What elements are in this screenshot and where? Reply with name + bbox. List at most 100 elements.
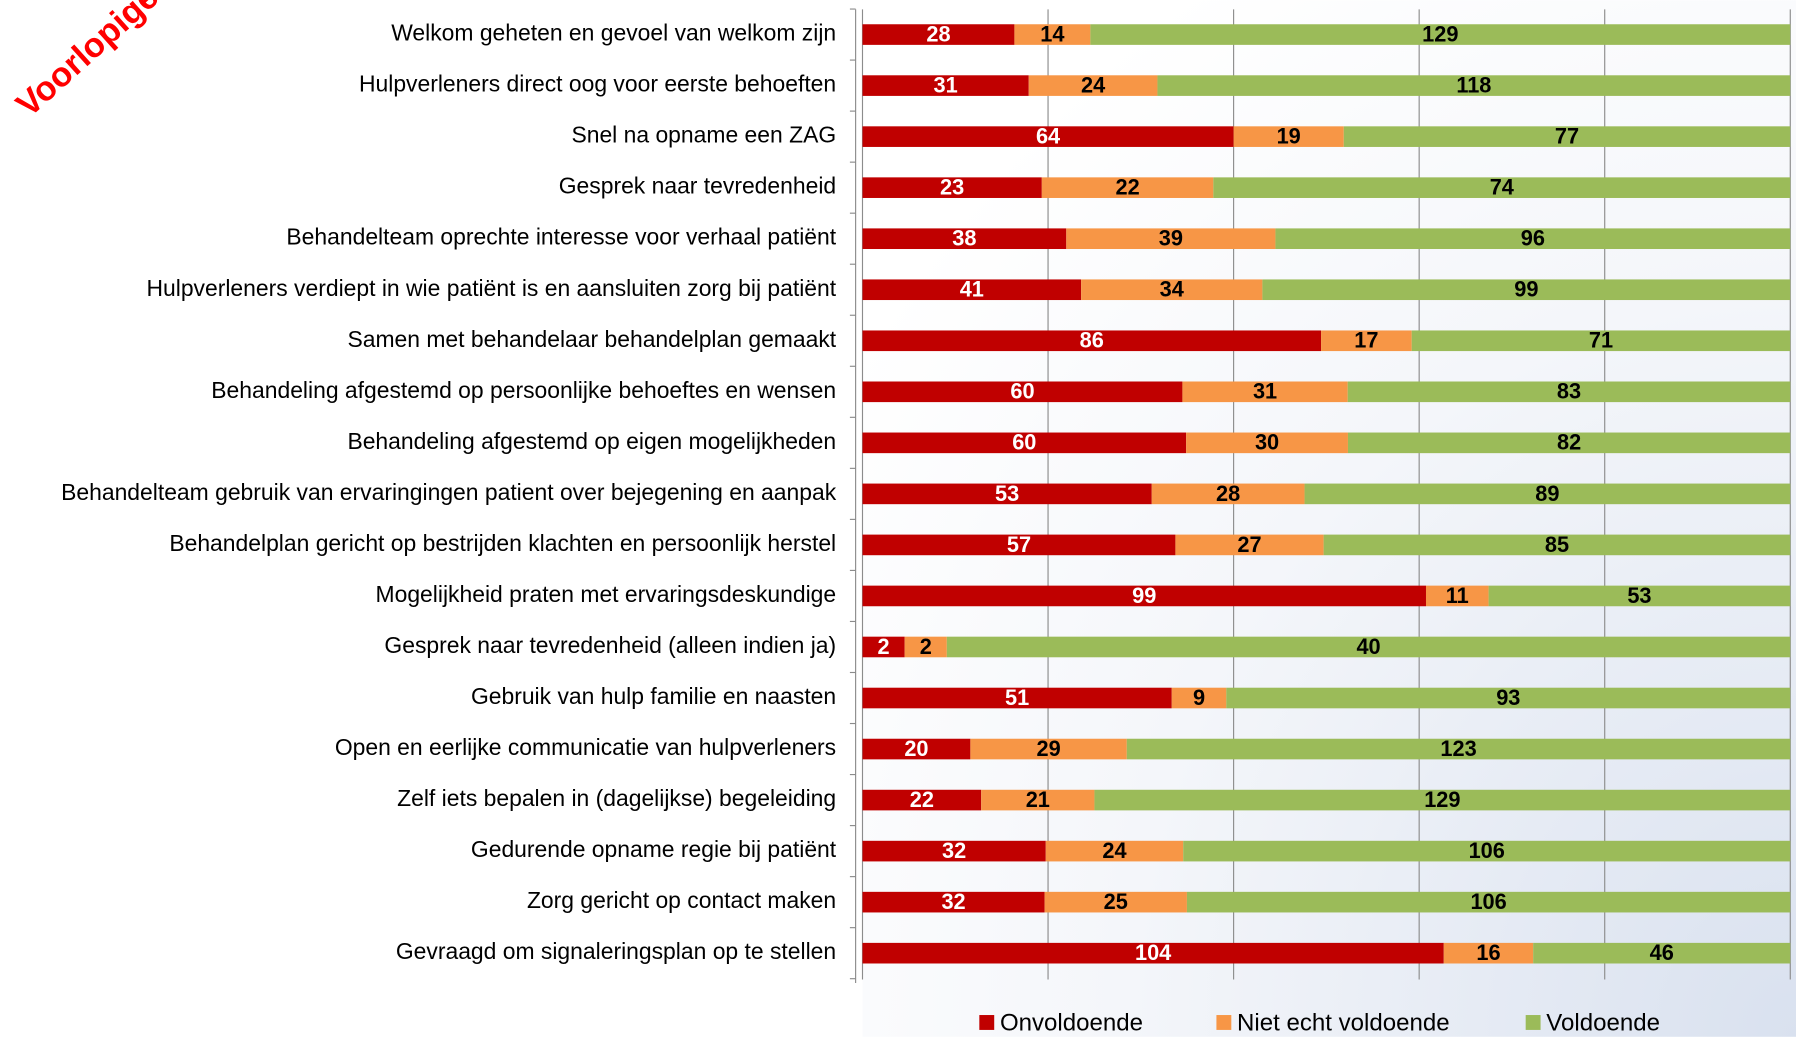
data-label: 9: [1193, 685, 1205, 710]
category-label: Zelf iets bepalen in (dagelijkse) begele…: [397, 785, 836, 811]
bar-segment: [862, 636, 905, 658]
bar-segment: [1213, 177, 1791, 198]
bar-segment: [862, 126, 1234, 147]
bar-segment: [1411, 330, 1791, 352]
watermark: Voorlopige Re: [9, 0, 206, 124]
data-label: 2: [920, 634, 932, 659]
data-label: 64: [1036, 124, 1060, 149]
category-label: Behandeling afgestemd op persoonlijke be…: [211, 377, 836, 403]
bar-segment: [1321, 330, 1412, 352]
bar-segment: [862, 585, 1426, 607]
data-label: 31: [934, 72, 958, 97]
category-label: Hulpverleners verdiept in wie patiënt is…: [146, 275, 836, 301]
data-label: 60: [1012, 430, 1036, 455]
data-label: 24: [1102, 838, 1126, 863]
bar-segment: [862, 534, 1176, 556]
category-label: Open en eerlijke communicatie van hulpve…: [335, 734, 836, 760]
bar-segment: [1226, 687, 1791, 709]
bar-segment: [970, 738, 1127, 760]
data-label: 41: [960, 277, 984, 302]
bar-segment: [1028, 75, 1158, 96]
data-label: 106: [1470, 889, 1506, 914]
data-label: 16: [1476, 940, 1500, 965]
bar-segment: [862, 24, 1015, 45]
data-label: 38: [952, 226, 976, 251]
data-label: 99: [1132, 583, 1156, 608]
data-label: 19: [1277, 124, 1301, 149]
bar-segment: [1262, 279, 1791, 301]
data-label: 96: [1521, 226, 1545, 251]
legend-swatch: [979, 1015, 995, 1030]
category-label: Mogelijkheid praten met ervaringsdeskund…: [376, 581, 837, 607]
data-label: 46: [1650, 940, 1674, 965]
data-label: 74: [1490, 175, 1514, 200]
data-label: 25: [1104, 889, 1128, 914]
bar-segment: [862, 330, 1322, 352]
category-label: Gebruik van hulp familie en naasten: [471, 683, 836, 709]
data-label: 82: [1557, 430, 1581, 455]
bar-segment: [1347, 381, 1791, 403]
bar-segment: [946, 636, 1791, 658]
data-label: 77: [1555, 124, 1579, 149]
bar-segment: [1425, 585, 1489, 607]
data-label: 31: [1253, 379, 1277, 404]
data-label: 86: [1080, 328, 1104, 353]
data-label: 20: [904, 736, 928, 761]
bar-segment: [1041, 177, 1214, 198]
data-label: 129: [1424, 787, 1460, 812]
bar-segment: [1347, 432, 1791, 454]
data-label: 14: [1040, 21, 1064, 46]
data-label: 29: [1036, 736, 1060, 761]
category-label: Welkom geheten en gevoel van welkom zijn: [391, 20, 836, 46]
bar-segment: [1183, 840, 1791, 862]
bar-segment: [862, 432, 1187, 454]
bar-segment: [862, 177, 1042, 198]
data-label: 39: [1159, 226, 1183, 251]
bar-segment: [1304, 483, 1791, 505]
category-label: Behandelplan gericht op bestrijden klach…: [169, 530, 836, 556]
bar-segment: [862, 483, 1152, 505]
bar-segment: [1090, 24, 1791, 45]
category-label: Snel na opname een ZAG: [571, 122, 836, 148]
bar-segment: [1045, 840, 1184, 862]
bar-segment: [904, 636, 947, 658]
data-label: 24: [1081, 72, 1105, 97]
data-label: 27: [1237, 532, 1261, 557]
data-label: 106: [1469, 838, 1505, 863]
data-label: 123: [1440, 736, 1476, 761]
category-label: Gesprek naar tevredenheid: [559, 173, 836, 199]
data-label: 23: [940, 175, 964, 200]
legend-swatch: [1525, 1015, 1541, 1030]
bar-segment: [862, 942, 1444, 964]
bar-segment: [862, 381, 1183, 403]
bar-segment: [862, 789, 982, 811]
bar-segment: [862, 687, 1172, 709]
bar-segment: [862, 279, 1082, 301]
bar-segment: [862, 75, 1029, 96]
data-label: 118: [1456, 72, 1491, 97]
category-label: Behandelteam oprechte interesse voor ver…: [286, 224, 836, 250]
data-label: 30: [1255, 430, 1279, 455]
bar-segment: [1044, 891, 1187, 913]
category-label: Gevraagd om signaleringsplan op te stell…: [396, 938, 836, 964]
data-label: 129: [1422, 21, 1458, 46]
data-label: 2: [878, 634, 890, 659]
bar-segment: [1094, 789, 1791, 811]
bar-segment: [1343, 126, 1791, 147]
data-label: 11: [1446, 583, 1469, 608]
data-label: 51: [1005, 685, 1029, 710]
category-label: Behandeling afgestemd op eigen mogelijkh…: [347, 428, 836, 454]
data-label: 71: [1589, 328, 1613, 353]
category-label: Behandelteam gebruik van ervaringingen p…: [61, 479, 837, 505]
data-label: 32: [941, 889, 965, 914]
bar-segment: [862, 228, 1067, 250]
bar-segment: [1171, 687, 1227, 709]
bar-segment: [1275, 228, 1791, 250]
data-label: 22: [910, 787, 934, 812]
bar-segment: [862, 840, 1046, 862]
legend-label: Onvoldoende: [1000, 1010, 1143, 1037]
category-label: Samen met behandelaar behandelplan gemaa…: [347, 326, 836, 352]
data-label: 83: [1557, 379, 1581, 404]
data-label: 40: [1356, 634, 1380, 659]
